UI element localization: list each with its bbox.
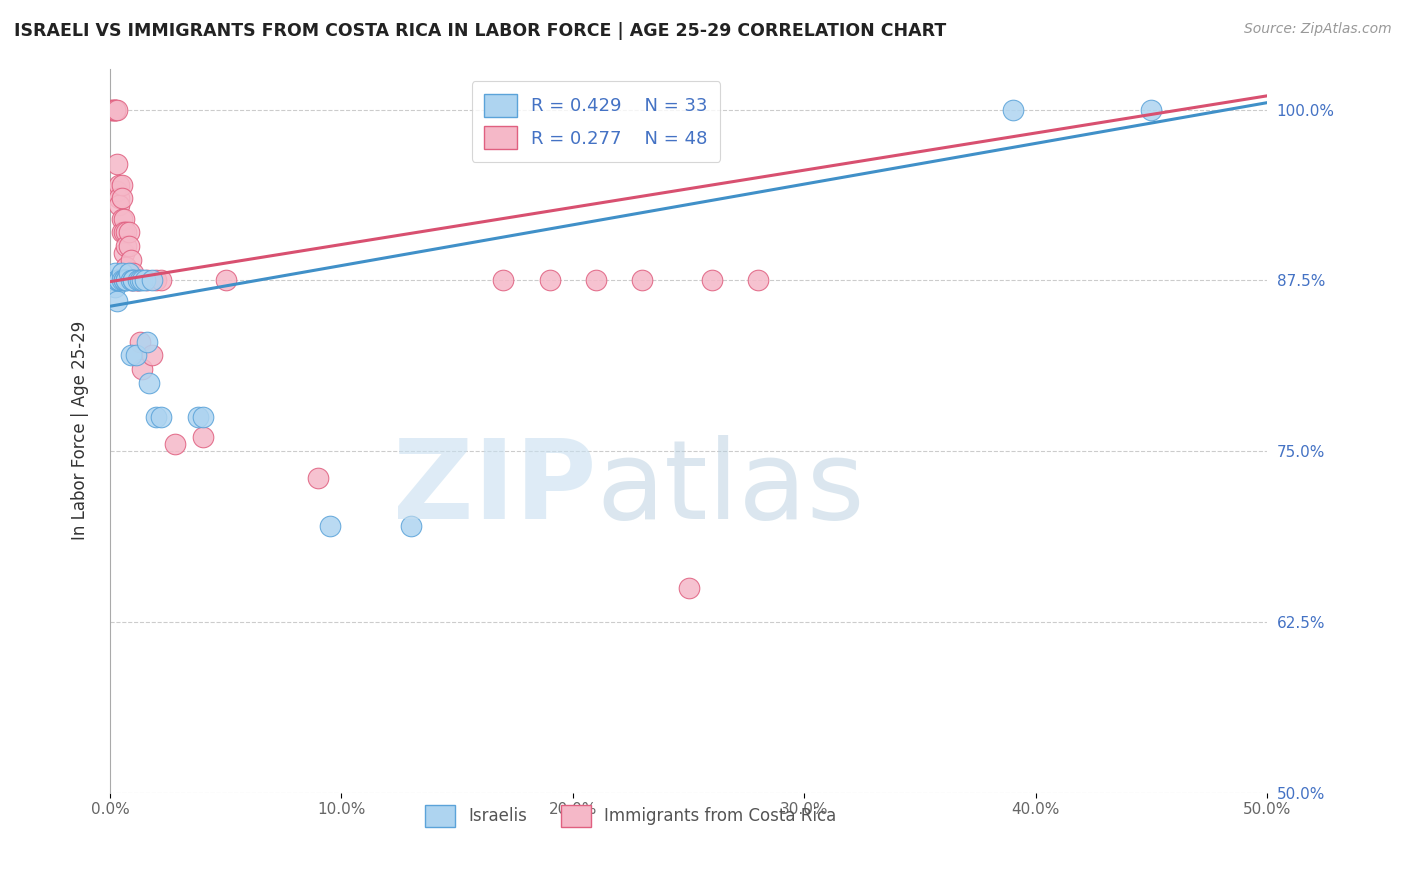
- Point: [538, 273, 561, 287]
- Point: [492, 273, 515, 287]
- Point: [108, 273, 131, 287]
- Point: [112, 226, 135, 240]
- Point: [115, 260, 138, 274]
- Point: [307, 471, 329, 485]
- Text: ISRAELI VS IMMIGRANTS FROM COSTA RICA IN LABOR FORCE | AGE 25-29 CORRELATION CHA: ISRAELI VS IMMIGRANTS FROM COSTA RICA IN…: [14, 22, 946, 40]
- Point: [108, 191, 131, 205]
- Point: [127, 273, 149, 287]
- Point: [105, 273, 128, 287]
- Point: [120, 273, 142, 287]
- Point: [149, 273, 172, 287]
- Text: ZIP: ZIP: [392, 435, 596, 542]
- Point: [112, 273, 135, 287]
- Point: [122, 273, 145, 287]
- Point: [104, 280, 127, 294]
- Point: [104, 103, 127, 117]
- Point: [111, 178, 134, 192]
- Point: [101, 103, 124, 117]
- Point: [141, 348, 163, 362]
- Point: [700, 273, 723, 287]
- Point: [124, 348, 146, 362]
- Point: [127, 273, 149, 287]
- Point: [399, 519, 422, 533]
- Point: [136, 273, 159, 287]
- Point: [101, 103, 124, 117]
- Point: [747, 273, 769, 287]
- Point: [678, 581, 700, 595]
- Point: [129, 273, 152, 287]
- Point: [145, 273, 167, 287]
- Point: [105, 103, 128, 117]
- Text: atlas: atlas: [596, 435, 865, 542]
- Point: [631, 273, 654, 287]
- Point: [101, 273, 124, 287]
- Point: [111, 226, 134, 240]
- Point: [111, 191, 134, 205]
- Point: [104, 103, 127, 117]
- Point: [104, 103, 127, 117]
- Point: [111, 273, 134, 287]
- Text: Source: ZipAtlas.com: Source: ZipAtlas.com: [1244, 22, 1392, 37]
- Point: [111, 211, 134, 226]
- Point: [127, 273, 149, 287]
- Point: [108, 178, 131, 192]
- Point: [120, 252, 142, 267]
- Point: [134, 273, 156, 287]
- Point: [108, 273, 131, 287]
- Point: [124, 273, 146, 287]
- Point: [585, 273, 607, 287]
- Point: [105, 293, 128, 308]
- Point: [111, 267, 134, 281]
- Point: [187, 409, 209, 424]
- Point: [117, 267, 139, 281]
- Point: [131, 273, 153, 287]
- Point: [117, 239, 139, 253]
- Point: [129, 334, 152, 349]
- Point: [112, 246, 135, 260]
- Point: [117, 267, 139, 281]
- Point: [141, 273, 163, 287]
- Y-axis label: In Labor Force | Age 25-29: In Labor Force | Age 25-29: [72, 321, 89, 541]
- Point: [112, 211, 135, 226]
- Point: [112, 273, 135, 287]
- Point: [163, 437, 186, 451]
- Point: [1001, 103, 1024, 117]
- Point: [122, 273, 145, 287]
- Point: [104, 267, 127, 281]
- Point: [191, 430, 214, 444]
- Point: [115, 226, 138, 240]
- Point: [105, 157, 128, 171]
- Point: [131, 362, 153, 376]
- Point: [117, 226, 139, 240]
- Point: [122, 267, 145, 281]
- Point: [120, 273, 142, 287]
- Legend: Israelis, Immigrants from Costa Rica: Israelis, Immigrants from Costa Rica: [416, 797, 845, 835]
- Point: [120, 348, 142, 362]
- Point: [215, 273, 238, 287]
- Point: [138, 376, 160, 390]
- Point: [191, 409, 214, 424]
- Point: [105, 273, 128, 287]
- Point: [149, 409, 172, 424]
- Point: [115, 239, 138, 253]
- Point: [136, 334, 159, 349]
- Point: [115, 273, 138, 287]
- Point: [319, 519, 342, 533]
- Point: [1140, 103, 1163, 117]
- Point: [145, 409, 167, 424]
- Point: [108, 198, 131, 212]
- Point: [115, 273, 138, 287]
- Point: [122, 273, 145, 287]
- Point: [105, 185, 128, 199]
